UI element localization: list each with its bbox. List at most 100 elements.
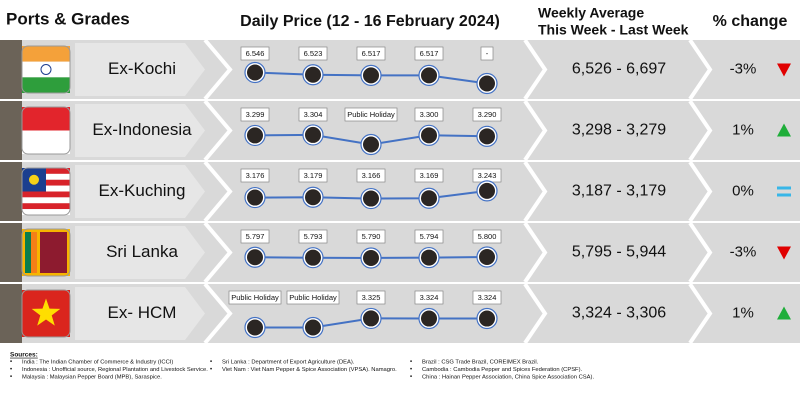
price-label: 3.300 [420, 110, 439, 119]
pepper-strip [0, 162, 22, 221]
flag-part [22, 197, 70, 204]
flag-part [22, 191, 70, 198]
price-label: 6.546 [246, 49, 265, 58]
price-label: 3.179 [304, 171, 323, 180]
price-label: Public Holiday [289, 293, 337, 302]
price-label: 3.325 [362, 293, 381, 302]
rows: Ex-Kochi 6.546 6.523 6.517 6.517 - 6,526 - 6,6… [0, 38, 800, 345]
weekly-average: 6,526 - 6,697 [572, 61, 666, 78]
sources-title: Sources: [10, 352, 38, 359]
price-dot [479, 75, 495, 92]
price-dot [247, 249, 263, 266]
separator [523, 221, 548, 284]
port-name: Ex-Kuching [99, 181, 186, 200]
price-dot [363, 136, 379, 153]
pepper-strip [0, 223, 22, 282]
sources: Sources:• India : The Indian Chamber of C… [10, 352, 594, 381]
separator [688, 160, 713, 223]
flag-border [21, 289, 71, 338]
price-label: 3.304 [304, 110, 323, 119]
flag-border [21, 228, 71, 277]
trend-down [777, 63, 791, 77]
separator [688, 99, 713, 162]
port-chevron [75, 165, 205, 218]
price-box [414, 107, 444, 122]
row: Sri Lanka 5.797 5.793 5.790 5.794 5.800 5,795 … [0, 221, 800, 284]
price-label: 5.790 [362, 232, 381, 241]
price-box [472, 107, 502, 122]
price-box [298, 107, 328, 122]
separator [688, 38, 713, 101]
source-item: India : The Indian Chamber of Commerce &… [22, 360, 173, 366]
price-box [472, 229, 502, 244]
header-ports: Ports & Grades [6, 9, 130, 28]
price-dot [305, 189, 321, 206]
port-chevron [75, 43, 205, 96]
price-label: - [486, 49, 489, 58]
source-item: Brazil : CSG Trade Brazil, COREIMEX Braz… [422, 360, 539, 366]
pepper-strip [0, 101, 22, 160]
price-label: 3.324 [420, 293, 439, 302]
price-label: 3.290 [478, 110, 497, 119]
price-dot [421, 127, 437, 144]
flag-part [22, 77, 70, 93]
price-box [356, 290, 386, 305]
price-dot [363, 310, 379, 327]
separator [203, 221, 233, 284]
price-box [414, 290, 444, 305]
source-bullet: • [10, 367, 12, 373]
price-box [414, 229, 444, 244]
port-chevron [75, 287, 205, 340]
price-box [414, 168, 444, 183]
source-bullet: • [10, 360, 12, 366]
row: Ex-Indonesia 3.299 3.304 Public Holiday 3.30… [0, 99, 800, 162]
trend-up [777, 123, 791, 137]
source-bullet: • [10, 375, 12, 381]
flag-part [31, 298, 61, 326]
separator [688, 221, 713, 284]
price-dot [247, 319, 263, 336]
price-box [286, 290, 340, 305]
source-item: Sri Lanka : Department of Export Agricul… [222, 360, 355, 366]
price-box [480, 46, 494, 61]
trend-up [777, 306, 791, 320]
port-name: Ex-Indonesia [92, 120, 192, 139]
percent-change: 1% [732, 121, 754, 138]
separator [523, 99, 548, 162]
source-bullet: • [410, 375, 412, 381]
percent-change: -3% [730, 243, 757, 260]
source-item: Cambodia : Cambodia Pepper and Spices Fe… [422, 367, 583, 373]
price-dot [479, 128, 495, 145]
separator [203, 99, 233, 162]
price-dot [421, 190, 437, 207]
percent-change: 1% [732, 304, 754, 321]
flag-part [22, 46, 70, 62]
flag-part [40, 232, 67, 273]
price-box [472, 290, 502, 305]
price-label: Public Holiday [231, 293, 279, 302]
weekly-average: 3,324 - 3,306 [572, 305, 666, 322]
price-dot [247, 64, 263, 81]
separator [523, 160, 548, 223]
price-box [298, 46, 328, 61]
weekly-average: 3,187 - 3,179 [572, 183, 666, 200]
port-name: Ex- HCM [108, 303, 177, 322]
source-bullet: • [210, 360, 212, 366]
price-dot [305, 249, 321, 266]
flag [22, 168, 70, 215]
trend-equal [777, 193, 791, 197]
price-dot [305, 126, 321, 143]
price-box [240, 229, 270, 244]
flag-part [22, 130, 70, 154]
row: Ex-Kochi 6.546 6.523 6.517 6.517 - 6,526 - 6,6… [0, 38, 800, 101]
price-box [228, 290, 282, 305]
price-dot [363, 67, 379, 84]
price-box [356, 229, 386, 244]
price-label: 5.797 [246, 232, 265, 241]
header-daily: Daily Price (12 - 16 February 2024) [240, 13, 500, 30]
flag-part [22, 61, 70, 78]
separator [203, 38, 233, 101]
port-name: Sri Lanka [106, 242, 178, 261]
